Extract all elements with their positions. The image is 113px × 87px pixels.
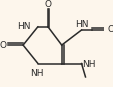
Text: O: O <box>44 0 51 9</box>
Text: NH: NH <box>82 60 95 69</box>
Text: HN: HN <box>74 20 87 29</box>
Text: HN: HN <box>17 22 31 31</box>
Text: O: O <box>107 25 113 34</box>
Text: NH: NH <box>30 69 43 78</box>
Text: O: O <box>0 41 7 50</box>
